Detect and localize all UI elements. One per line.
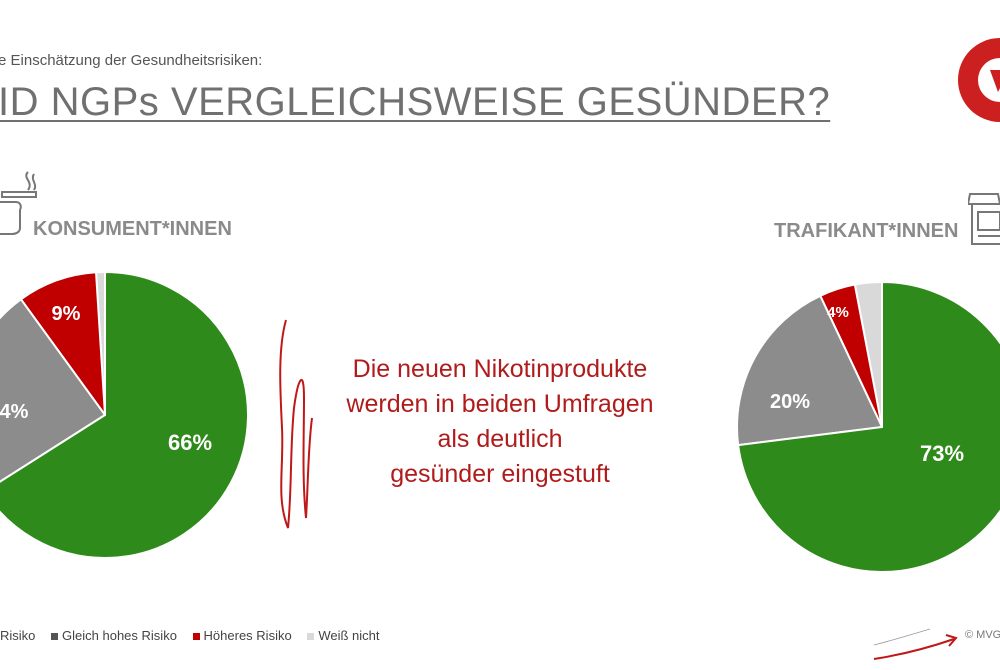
legend-label: Weiß nicht — [318, 628, 380, 643]
signature-arrow-icon — [870, 615, 960, 670]
legend-item-gleich: Gleich hohes Risiko — [51, 628, 181, 643]
retailer-pie-chart: 73% 20% 4% — [736, 280, 1000, 573]
center-message-line-4: gesünder eingestuft — [390, 460, 610, 488]
legend-label: Gleich hohes Risiko — [62, 628, 177, 643]
pie-data-label: 20% — [770, 391, 810, 413]
slide-subtitle: e Einschätzung der Gesundheitsrisiken: — [0, 52, 263, 69]
smoker-icon — [0, 168, 40, 243]
pie-slice-h-heres-risiko — [19, 271, 107, 419]
pie-slice-gleich-hohes-risiko — [0, 297, 107, 483]
shop-icon — [966, 188, 1000, 253]
pie-data-label: 4% — [0, 401, 29, 423]
retailer-section-label: TRAFIKANT*INNEN — [774, 220, 959, 242]
consumer-section-label: KONSUMENT*INNEN — [33, 218, 232, 240]
legend-swatch — [51, 633, 59, 641]
pie-data-label: 66% — [168, 430, 212, 455]
consumer-pie-chart: 66% 4% 9% — [0, 270, 249, 559]
logo-icon — [950, 30, 1000, 135]
slide-title: ID NGPs VERGLEICHSWEISE GESÜNDER? — [0, 80, 831, 124]
center-message-line-3: als deutlich — [437, 425, 563, 453]
legend-swatch — [192, 633, 200, 641]
legend-item-weiss: Weiß nicht — [307, 628, 380, 643]
pie-data-label: 9% — [52, 303, 81, 325]
center-message-line-2: werden in beiden Umfragen — [346, 390, 654, 418]
pie-data-label: 4% — [827, 304, 849, 321]
legend-item-risiko: Risiko — [0, 628, 39, 643]
pie-slice-risiko — [737, 280, 1000, 573]
legend-label: Höheres Risiko — [203, 628, 292, 643]
pie-data-label: 73% — [920, 441, 964, 466]
legend-item-hoeher: Höheres Risiko — [192, 628, 296, 643]
chart-legend: Risiko Gleich hohes Risiko Höheres Risik… — [0, 628, 392, 643]
copyright-text: © MVG — [965, 629, 1000, 641]
center-message: Die neuen Nikotinprodukte werden in beid… — [300, 352, 700, 492]
squiggle-decoration — [279, 319, 313, 529]
legend-swatch — [307, 633, 315, 641]
center-message-line-1: Die neuen Nikotinprodukte — [352, 355, 648, 383]
pie-slice-gleich-hohes-risiko — [736, 294, 884, 447]
legend-label: Risiko — [0, 628, 36, 643]
pie-slice-risiko — [0, 270, 249, 559]
